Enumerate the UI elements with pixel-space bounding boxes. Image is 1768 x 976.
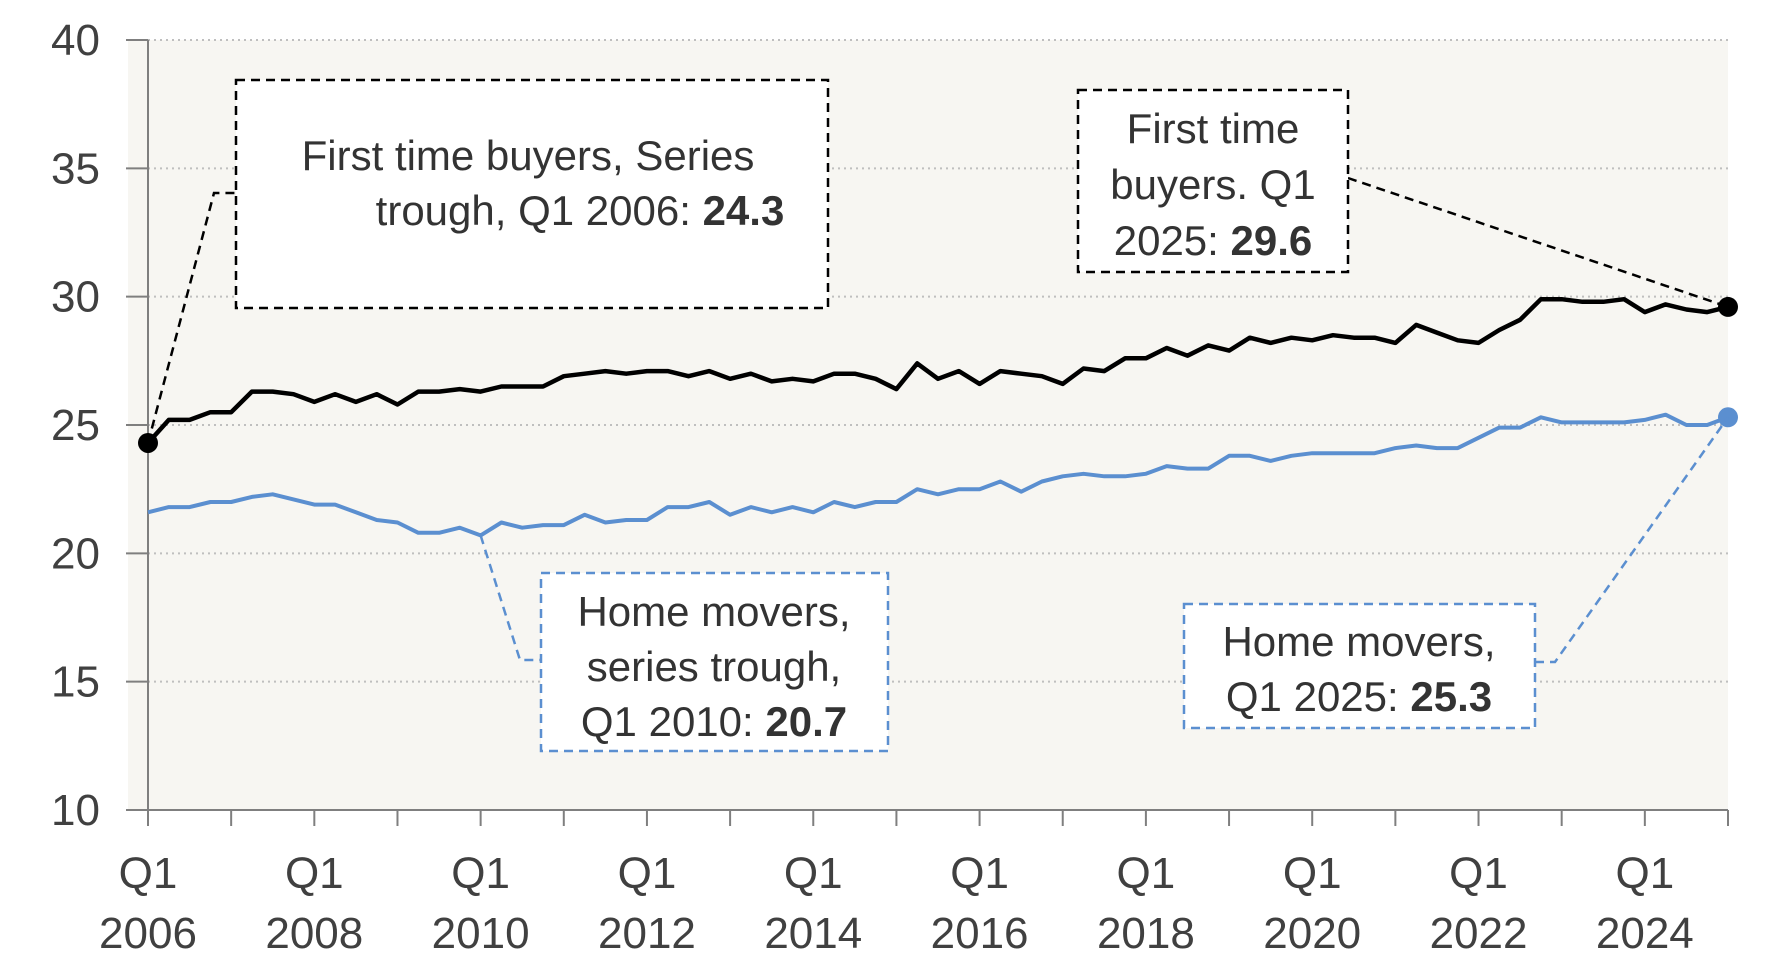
annotation-box <box>1182 602 1537 730</box>
annotation-value: 29.6 <box>1231 217 1313 264</box>
annotation-value: 24.3 <box>703 187 785 234</box>
y-tick-label: 20 <box>51 529 100 578</box>
annotation-value: 25.3 <box>1410 673 1492 720</box>
x-tick-label: 2022 <box>1430 909 1528 958</box>
y-tick-label: 15 <box>51 658 100 707</box>
x-tick-label: 2024 <box>1596 909 1694 958</box>
annotation-box <box>539 571 890 753</box>
x-tick-label: 2014 <box>764 909 862 958</box>
y-tick-label: 10 <box>51 786 100 835</box>
x-tick-label: Q1 <box>618 849 677 898</box>
annotation-leader-line <box>1535 416 1730 664</box>
y-tick-label: 25 <box>51 401 100 450</box>
annotation-text: Q1 2025: 25.3 <box>1226 673 1492 720</box>
x-tick-label: Q1 <box>1283 849 1342 898</box>
annotation-value: 20.7 <box>765 698 847 745</box>
axes: 10 15 20 25 30 35 40 Q1 2006 Q1 2008 Q1 2010 Q1 2012 Q1… <box>51 16 1729 958</box>
x-tick-label: Q1 <box>119 849 178 898</box>
y-tick-label: 40 <box>51 16 100 65</box>
y-tick-label: 35 <box>51 144 100 193</box>
annotation-box <box>1076 88 1350 274</box>
annotation-text: Home movers, <box>577 588 850 635</box>
x-tick-label: 2012 <box>598 909 696 958</box>
x-tick-label: Q1 <box>1615 849 1674 898</box>
annotation-label: Q1 2025: <box>1226 673 1410 720</box>
annotation-hm-latest: Home movers, Q1 2025: 25.3 <box>1182 416 1730 730</box>
annotation-label: trough, Q1 2006: <box>376 187 703 234</box>
annotation-leader-line <box>1347 176 1729 309</box>
series-line <box>146 296 1729 445</box>
annotation-text: Home movers, <box>1222 618 1495 665</box>
annotation-box <box>234 78 830 310</box>
x-tick-label: Q1 <box>285 849 344 898</box>
annotation-text: Q1 2010: 20.7 <box>581 698 847 745</box>
x-tick-label: Q1 <box>950 849 1009 898</box>
annotation-leader-line <box>146 191 236 444</box>
x-tick-label: 2018 <box>1097 909 1195 958</box>
y-tick-label: 30 <box>51 273 100 322</box>
x-tick-label: 2016 <box>931 909 1029 958</box>
annotation-label: 2025: <box>1114 217 1231 264</box>
x-tick-label: 2008 <box>265 909 363 958</box>
x-tick-label: 2010 <box>432 909 530 958</box>
x-tick-label: Q1 <box>1117 849 1176 898</box>
annotation-ft-latest: First time buyers. Q1 2025: 29.6 <box>1076 88 1729 309</box>
x-tick-label: Q1 <box>1449 849 1508 898</box>
annotation-label: Q1 2010: <box>581 698 765 745</box>
annotation-text: series trough, <box>587 643 841 690</box>
x-tick-label: Q1 <box>451 849 510 898</box>
x-tick-label: Q1 <box>784 849 843 898</box>
series-lines <box>138 296 1738 538</box>
annotations: First time buyers, Series trough, Q1 2006… <box>146 78 1730 753</box>
annotation-text: buyers. Q1 <box>1110 161 1315 208</box>
annotation-ft-trough: First time buyers, Series trough, Q1 2006… <box>146 78 830 444</box>
annotation-text: trough, Q1 2006: 24.3 <box>376 187 785 234</box>
annotation-text: 2025: 29.6 <box>1114 217 1313 264</box>
annotation-text: First time buyers, Series <box>302 132 755 179</box>
annotation-hm-trough: Home movers, series trough, Q1 2010: 20.7 <box>479 535 890 753</box>
annotation-text: First time <box>1127 105 1300 152</box>
x-tick-label: 2020 <box>1263 909 1361 958</box>
series-line <box>147 412 1729 538</box>
x-tick-label: 2006 <box>99 909 197 958</box>
data-point-marker <box>1718 296 1738 317</box>
